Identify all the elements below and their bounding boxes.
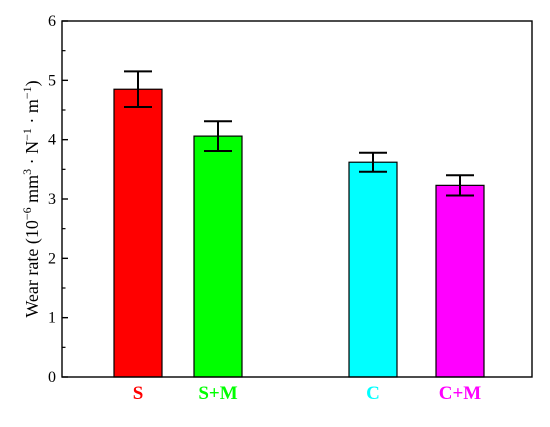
bar-s-plus-m [193, 135, 243, 378]
bar-s [113, 88, 163, 378]
error-bar-s-plus-m [204, 120, 232, 152]
y-ticks-layer: 0 1 2 3 4 5 6 [48, 13, 68, 386]
error-bar-s [124, 70, 152, 109]
x-tick-label: C+M [439, 383, 482, 404]
y-axis-label: Wear rate (10−6 mm3 · N−1 · m−1) [20, 80, 43, 317]
error-bar-c-plus-m [446, 174, 474, 197]
x-tick-labels-layer: S S+M C C+M [133, 383, 482, 404]
y-tick-label: 6 [48, 13, 56, 30]
x-tick-label: S [133, 383, 144, 404]
error-bar-c [359, 151, 387, 173]
bar-c-plus-m [435, 184, 485, 378]
y-tick-label: 5 [48, 72, 56, 89]
y-tick-label: 4 [48, 132, 56, 149]
y-tick-label: 1 [48, 310, 56, 327]
y-tick-label: 0 [48, 369, 56, 386]
y-tick-label: 3 [48, 191, 56, 208]
bar-c [348, 161, 398, 378]
error-bars-layer [124, 70, 474, 197]
bars-layer [113, 88, 485, 378]
x-tick-label: C [366, 383, 380, 404]
y-tick-label: 2 [48, 250, 56, 267]
x-tick-label: S+M [198, 383, 237, 404]
